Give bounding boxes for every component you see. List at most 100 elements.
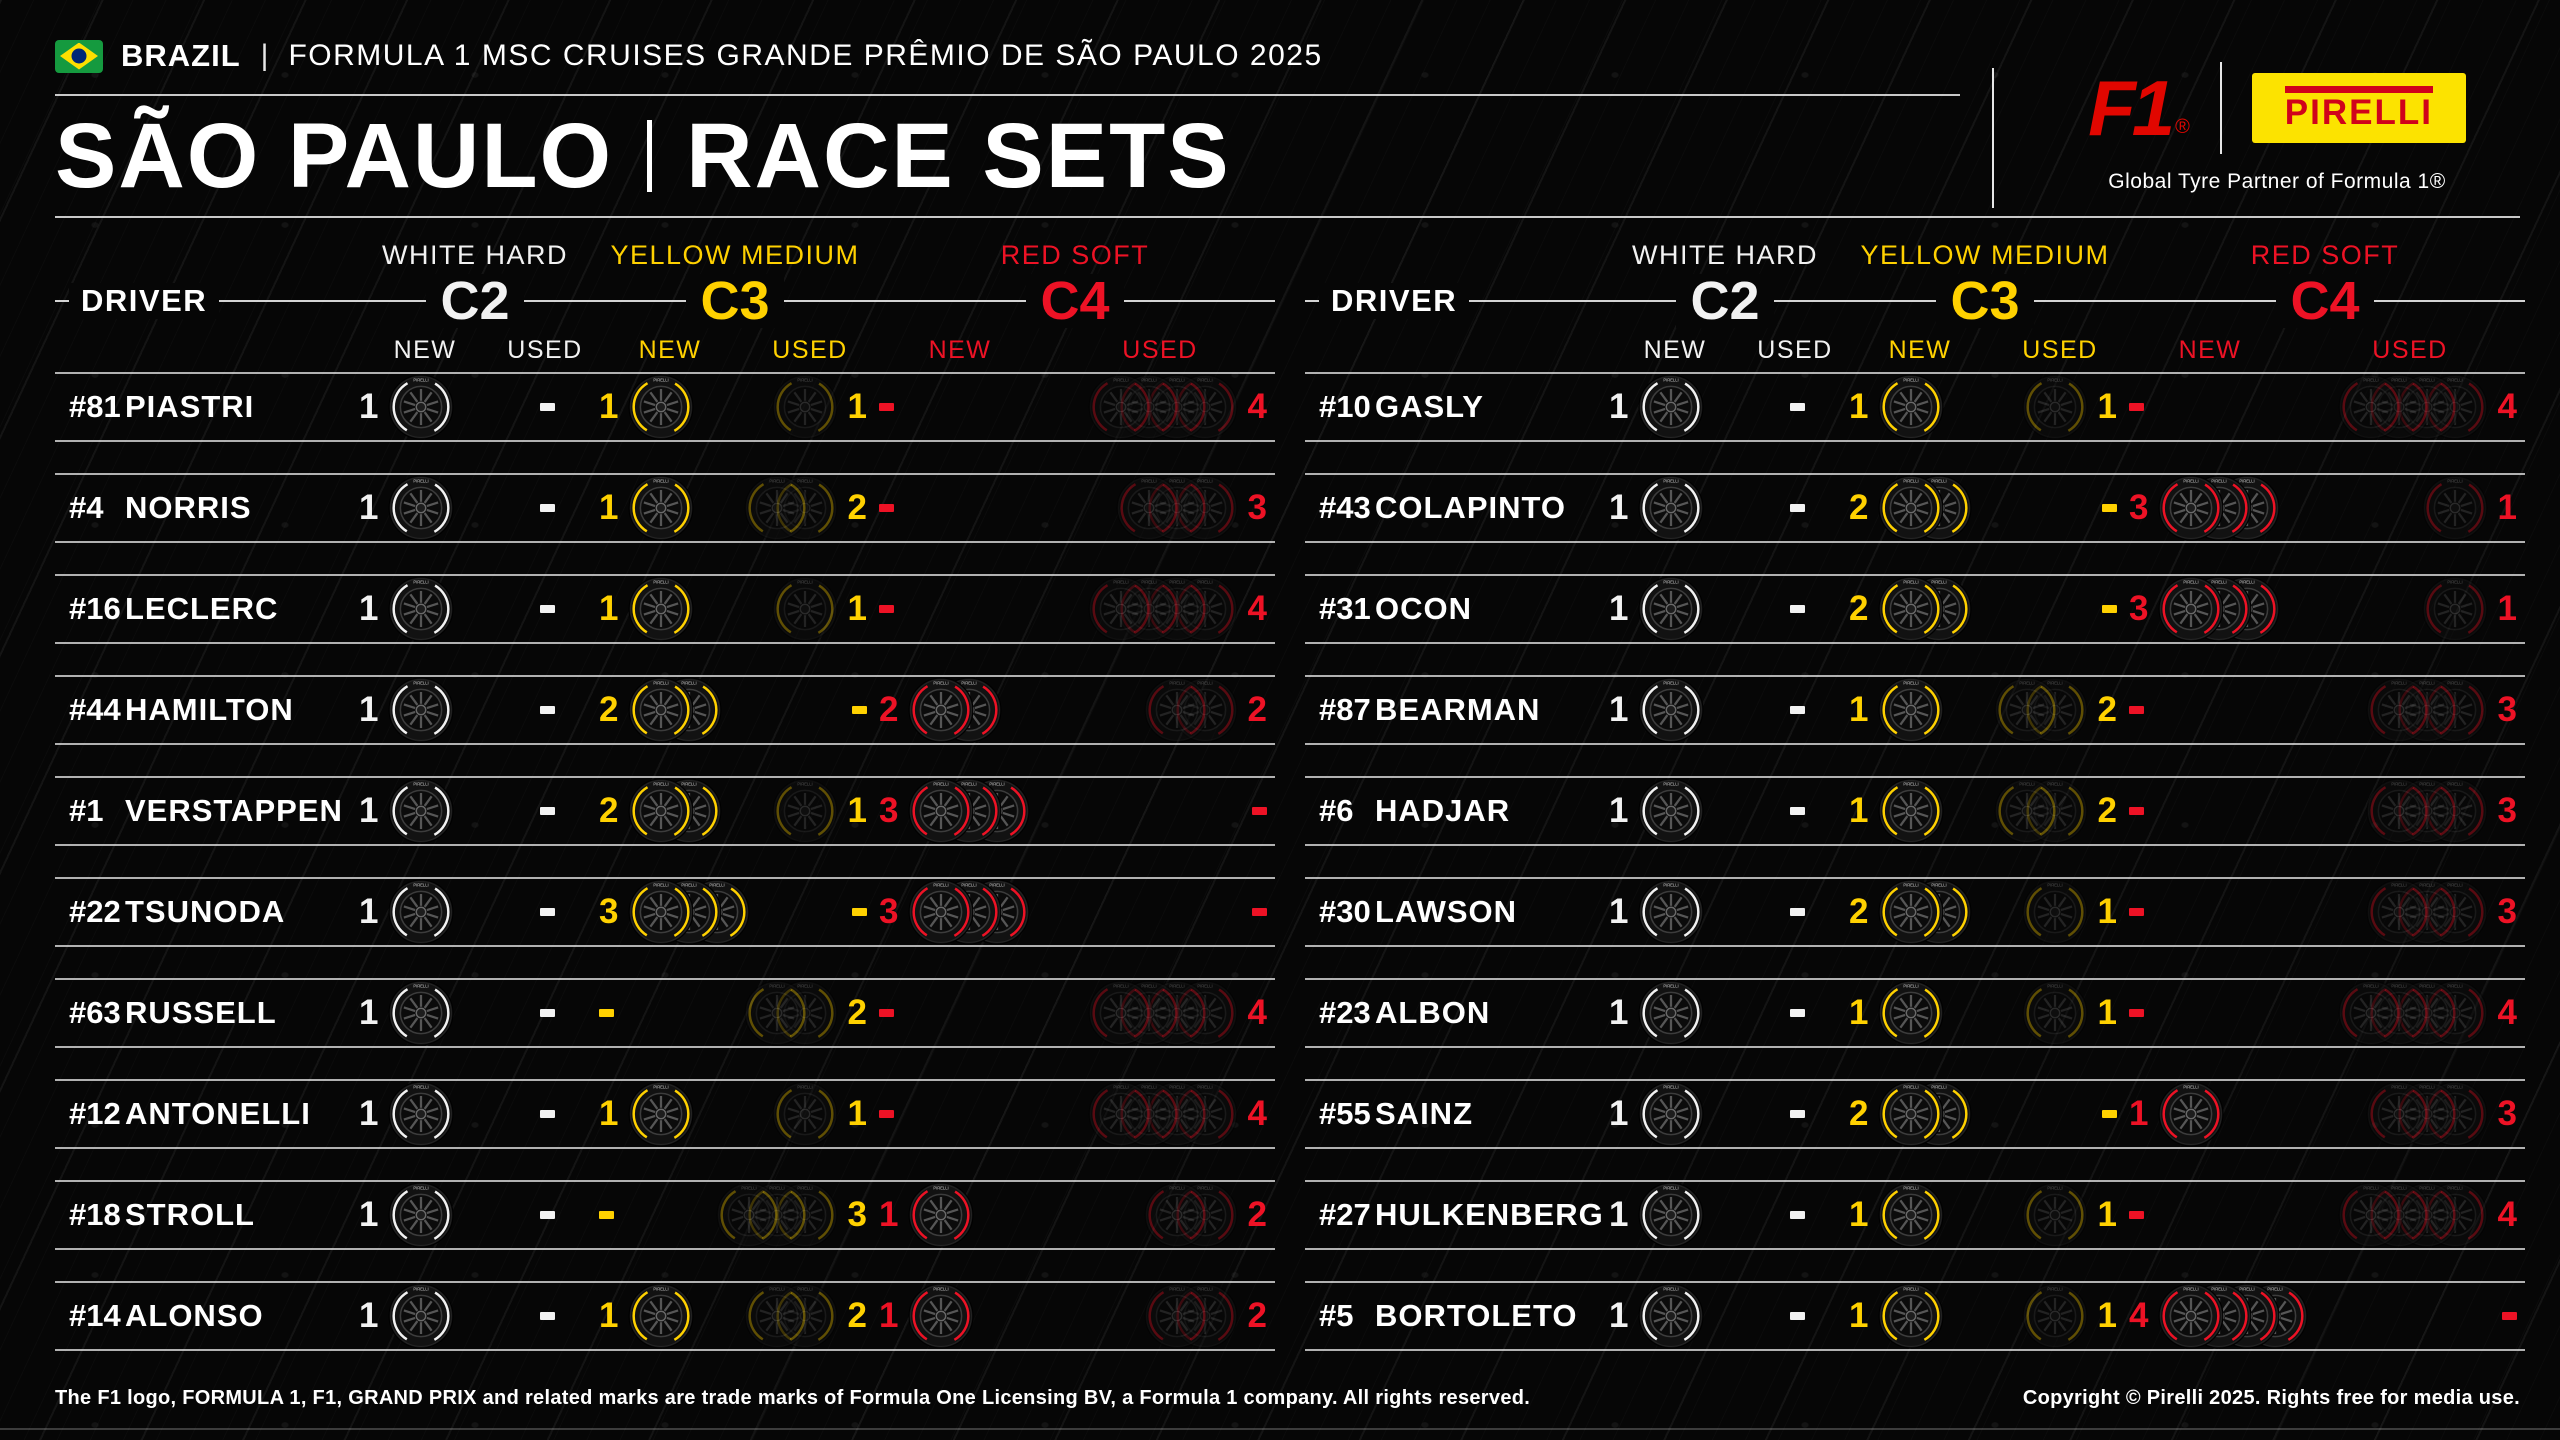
c2-new-cell: 1 PIRELLI	[1605, 475, 1745, 541]
tyre-icon-cluster: PIRELLI PIRELLI	[628, 677, 722, 743]
svg-text:PIRELLI: PIRELLI	[1113, 1084, 1128, 1089]
dash-none-marker	[540, 1110, 555, 1118]
new-tyre-icon: PIRELLI	[2158, 475, 2224, 541]
new-tyre-icon: PIRELLI	[1878, 475, 1944, 541]
new-tyre-icon: PIRELLI	[388, 1283, 454, 1349]
driver-row: #23 ALBON 1 PIRELLI 1 PIRELLI PIRELLI 1 PI…	[1305, 978, 2525, 1048]
driver-row: #12 ANTONELLI 1 PIRELLI 1 PIRELLI PIRELLI …	[55, 1079, 1275, 1149]
used-tyre-icon: PIRELLI	[2022, 1182, 2088, 1248]
set-count: 1	[1849, 1195, 1869, 1234]
new-tyre-icon: PIRELLI	[388, 778, 454, 844]
driver-row: #4 NORRIS 1 PIRELLI 1 PIRELLI PIRELLI PIRE…	[55, 473, 1275, 543]
driver-name: SAINZ	[1375, 1096, 1473, 1131]
used-tyre-icon: PIRELLI	[2022, 374, 2088, 440]
set-count: 1	[847, 387, 867, 426]
svg-text:PIRELLI: PIRELLI	[414, 882, 429, 887]
tyre-icon-cluster: PIRELLI	[628, 1283, 694, 1349]
c3-new-cell: 2 PIRELLI PIRELLI	[1845, 576, 1995, 642]
driver-name: ANTONELLI	[125, 1096, 311, 1131]
c3-used-cell	[1995, 1110, 2125, 1118]
svg-text:PIRELLI: PIRELLI	[1664, 983, 1679, 988]
c4-new-cell	[875, 605, 1045, 613]
svg-text:PIRELLI: PIRELLI	[934, 781, 949, 786]
set-count: 2	[847, 488, 867, 527]
set-count: 1	[359, 690, 379, 729]
set-count: 3	[1247, 488, 1267, 527]
compound-code-row: DRIVER C2 C3 C4	[55, 274, 1275, 328]
c4-new-cell	[2125, 706, 2295, 714]
driver-number: #63	[69, 995, 121, 1030]
driver-number: #87	[1319, 692, 1371, 727]
tyre-icon-cluster: PIRELLI	[772, 1081, 838, 1147]
dash-none-marker	[599, 1009, 614, 1017]
dash-none-marker	[2502, 1312, 2517, 1320]
driver-name: HADJAR	[1375, 793, 1511, 828]
svg-text:PIRELLI: PIRELLI	[710, 882, 725, 887]
svg-text:PIRELLI: PIRELLI	[2419, 781, 2434, 786]
driver-row: #63 RUSSELL 1 PIRELLI PIRELLI PIRELLI 2 PI…	[55, 978, 1275, 1048]
svg-text:PIRELLI: PIRELLI	[962, 882, 977, 887]
used-tyre-icon: PIRELLI	[2338, 1182, 2404, 1248]
used-tyre-icon: PIRELLI	[2338, 374, 2404, 440]
svg-text:PIRELLI: PIRELLI	[1932, 579, 1947, 584]
new-tyre-icon: PIRELLI	[1638, 1283, 1704, 1349]
page-title: SÃO PAULO RACE SETS	[55, 110, 2520, 202]
tyre-icon-cluster: PIRELLI	[388, 879, 454, 945]
dash-none-marker	[540, 504, 555, 512]
used-tyre-icon: PIRELLI	[744, 475, 810, 541]
svg-text:PIRELLI: PIRELLI	[797, 478, 812, 483]
svg-text:PIRELLI: PIRELLI	[1904, 882, 1919, 887]
topbar-rule	[55, 94, 1960, 96]
c4-used-cell	[1045, 908, 1275, 916]
c4-used-cell: PIRELLI PIRELLI PIRELLI PIRELLI 4	[2295, 1182, 2525, 1248]
svg-text:PIRELLI: PIRELLI	[2447, 1185, 2462, 1190]
c3-new-cell: 1 PIRELLI	[595, 475, 745, 541]
tyre-icon-cluster: PIRELLI PIRELLI	[1144, 1283, 1238, 1349]
set-count: 4	[1247, 993, 1267, 1032]
svg-text:PIRELLI: PIRELLI	[1169, 1084, 1184, 1089]
svg-text:PIRELLI: PIRELLI	[1904, 478, 1919, 483]
dash-none-marker	[879, 504, 894, 512]
used-tyre-icon: PIRELLI	[2338, 980, 2404, 1046]
svg-text:PIRELLI: PIRELLI	[2391, 1185, 2406, 1190]
set-count: 3	[2497, 1094, 2517, 1133]
c4-used-cell: PIRELLI PIRELLI 2	[1045, 677, 1275, 743]
tyre-icon-cluster: PIRELLI	[1638, 1283, 1704, 1349]
new-tyre-icon: PIRELLI	[628, 778, 694, 844]
used-tyre-icon: PIRELLI	[1116, 475, 1182, 541]
svg-text:PIRELLI: PIRELLI	[2391, 1084, 2406, 1089]
svg-text:PIRELLI: PIRELLI	[2447, 1084, 2462, 1089]
compound-code-c3: C3	[686, 274, 784, 328]
c3-new-cell	[595, 1009, 745, 1017]
driver-row: #43 COLAPINTO 1 PIRELLI 2 PIRELLI PIRELLI …	[1305, 473, 2525, 543]
driver-number: #4	[69, 490, 104, 525]
new-tyre-icon: PIRELLI	[1878, 677, 1944, 743]
set-count: 1	[1849, 387, 1869, 426]
tyre-icon-cluster: PIRELLI PIRELLI PIRELLI PIRELLI	[2338, 980, 2488, 1046]
svg-text:PIRELLI: PIRELLI	[1904, 377, 1919, 382]
c3-used-label: USED	[2022, 335, 2098, 364]
svg-text:PIRELLI: PIRELLI	[1932, 1084, 1947, 1089]
svg-text:PIRELLI: PIRELLI	[934, 1185, 949, 1190]
dash-none-marker	[1790, 807, 1805, 815]
dash-none-marker	[2129, 1009, 2144, 1017]
c2-used-cell	[1745, 504, 1845, 512]
set-count: 1	[2129, 1094, 2149, 1133]
svg-text:PIRELLI: PIRELLI	[654, 680, 669, 685]
c2-new-cell: 1 PIRELLI	[355, 576, 495, 642]
tyre-icon-cluster: PIRELLI	[908, 1182, 974, 1248]
svg-text:PIRELLI: PIRELLI	[682, 882, 697, 887]
set-count: 1	[1609, 791, 1629, 830]
tyre-tables: WHITE HARD YELLOW MEDIUM RED SOFT DRIVER…	[55, 236, 2525, 1351]
dash-none-marker	[540, 1009, 555, 1017]
used-tyre-icon: PIRELLI	[2366, 879, 2432, 945]
title-subject: RACE SETS	[686, 105, 1231, 207]
svg-text:PIRELLI: PIRELLI	[2447, 781, 2462, 786]
svg-text:PIRELLI: PIRELLI	[1141, 478, 1156, 483]
tyre-icon-cluster: PIRELLI PIRELLI PIRELLI	[908, 778, 1030, 844]
svg-text:PIRELLI: PIRELLI	[2419, 1084, 2434, 1089]
set-count: 2	[2097, 690, 2117, 729]
tyre-icon-cluster: PIRELLI PIRELLI PIRELLI	[716, 1182, 838, 1248]
compound-code-c3: C3	[1936, 274, 2034, 328]
svg-text:PIRELLI: PIRELLI	[2391, 882, 2406, 887]
